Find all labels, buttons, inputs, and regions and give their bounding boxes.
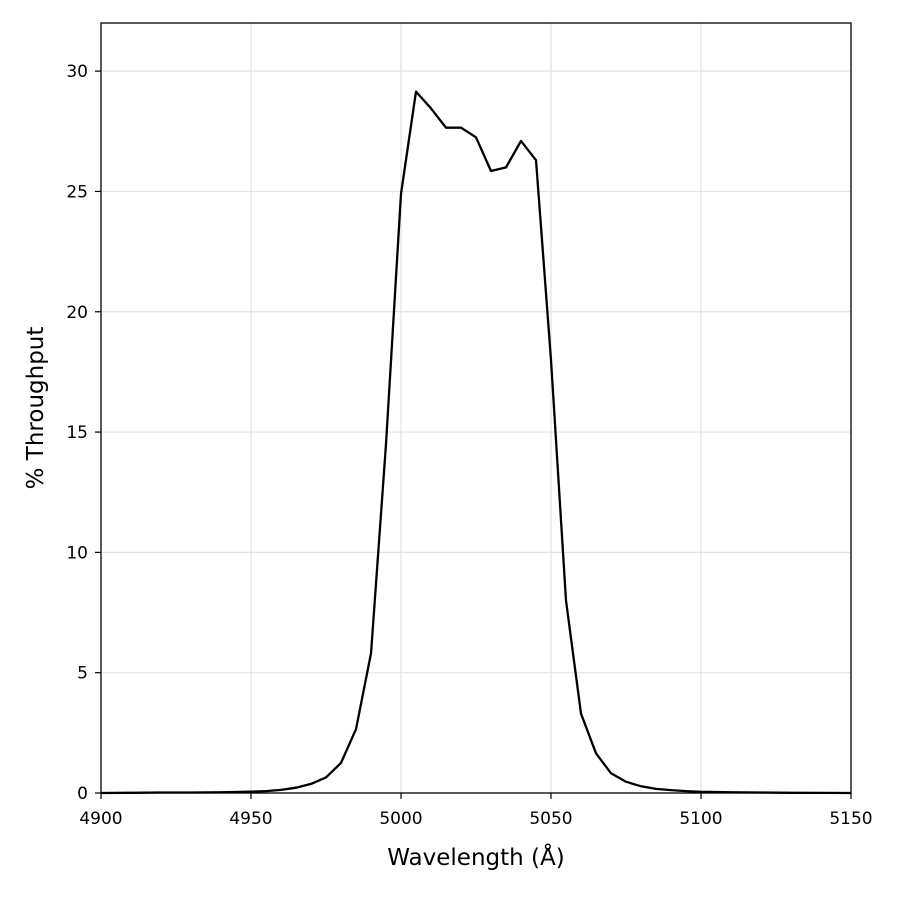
x-tick-label: 5150: [829, 809, 872, 829]
y-tick-label: 15: [66, 423, 88, 443]
x-axis-label: Wavelength (Å): [387, 843, 564, 871]
x-tick-label: 5000: [379, 809, 422, 829]
y-tick-label: 20: [66, 303, 88, 323]
y-tick-label: 5: [77, 664, 88, 684]
x-tick-label: 5050: [529, 809, 572, 829]
y-tick-label: 10: [66, 543, 88, 563]
y-tick-label: 30: [66, 62, 88, 82]
x-tick-label: 4950: [229, 809, 272, 829]
y-tick-label: 25: [66, 182, 88, 202]
x-tick-label: 4900: [79, 809, 122, 829]
x-tick-label: 5100: [679, 809, 722, 829]
y-tick-label: 0: [77, 784, 88, 804]
y-axis-label: % Throughput: [23, 327, 49, 490]
